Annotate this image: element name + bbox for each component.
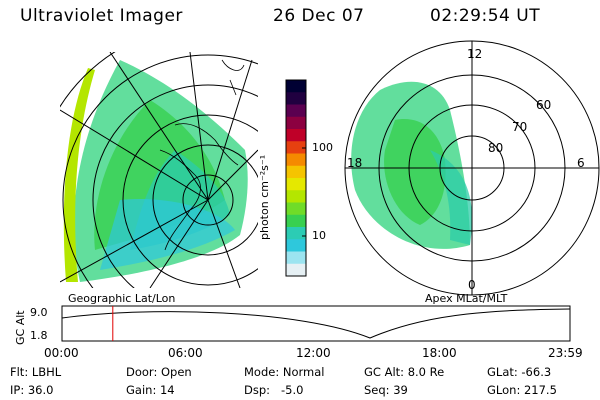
seq-info: Seq: 39 bbox=[364, 383, 408, 397]
colorbar-segment bbox=[286, 178, 306, 191]
mlat-label-70: 70 bbox=[512, 120, 528, 134]
date-label: 26 Dec 07 bbox=[273, 6, 365, 26]
mlt-label-0: 0 bbox=[468, 278, 476, 292]
colorbar-segment bbox=[286, 80, 306, 93]
time-label: 02:29:54 UT bbox=[430, 6, 541, 26]
colorbar-segment bbox=[286, 153, 306, 167]
glon-info: GLon: 217.5 bbox=[487, 383, 557, 397]
colorbar-segment bbox=[286, 251, 306, 265]
filter-info: Flt: LBHL bbox=[10, 365, 62, 379]
colorbar-segment bbox=[286, 165, 306, 179]
door-info: Door: Open bbox=[126, 365, 192, 379]
xtick-1200: 12:00 bbox=[296, 346, 331, 360]
colorbar-segment bbox=[286, 92, 306, 105]
altitude-curve bbox=[61, 308, 571, 339]
colorbar-segment bbox=[286, 202, 306, 216]
xtick-2359: 23:59 bbox=[548, 346, 583, 360]
colorbar-tick-100: 100 bbox=[312, 141, 333, 154]
apex-caption: Apex MLat/MLT bbox=[425, 292, 508, 305]
colorbar-tick-10: 10 bbox=[312, 229, 326, 242]
colorbar-segment bbox=[286, 104, 306, 118]
geographic-caption: Geographic Lat/Lon bbox=[68, 292, 176, 305]
instrument-title: Ultraviolet Imager bbox=[20, 6, 183, 26]
colorbar-segment bbox=[286, 239, 306, 252]
altitude-ytick-low: 1.8 bbox=[30, 329, 48, 342]
mode-info: Mode: Normal bbox=[244, 365, 325, 379]
altitude-ytick-high: 9.0 bbox=[30, 306, 48, 319]
mlt-label-18: 18 bbox=[347, 156, 363, 170]
dsp-info: Dsp: -5.0 bbox=[244, 383, 304, 397]
mlt-label-6: 6 bbox=[577, 156, 585, 170]
mlat-label-80: 80 bbox=[488, 141, 504, 155]
colorbar-segment bbox=[286, 141, 306, 154]
mlat-label-60: 60 bbox=[536, 98, 552, 112]
colorbar-segment bbox=[286, 116, 306, 130]
mlt-label-12: 12 bbox=[467, 47, 483, 61]
glat-info: GLat: -66.3 bbox=[487, 365, 552, 379]
colorbar-segment bbox=[286, 214, 306, 228]
colorbar-segment bbox=[286, 129, 306, 142]
colorbar-frame bbox=[285, 79, 307, 277]
gc-alt-info: GC Alt: 8.0 Re bbox=[364, 365, 445, 379]
xtick-0600: 06:00 bbox=[168, 346, 203, 360]
colorbar-segment bbox=[286, 227, 306, 240]
colorbar-segment bbox=[286, 190, 306, 203]
colorbar-segment bbox=[286, 263, 306, 277]
xtick-1800: 18:00 bbox=[422, 346, 457, 360]
xtick-0000: 00:00 bbox=[44, 346, 79, 360]
ip-info: IP: 36.0 bbox=[10, 383, 54, 397]
gain-info: Gain: 14 bbox=[126, 383, 175, 397]
